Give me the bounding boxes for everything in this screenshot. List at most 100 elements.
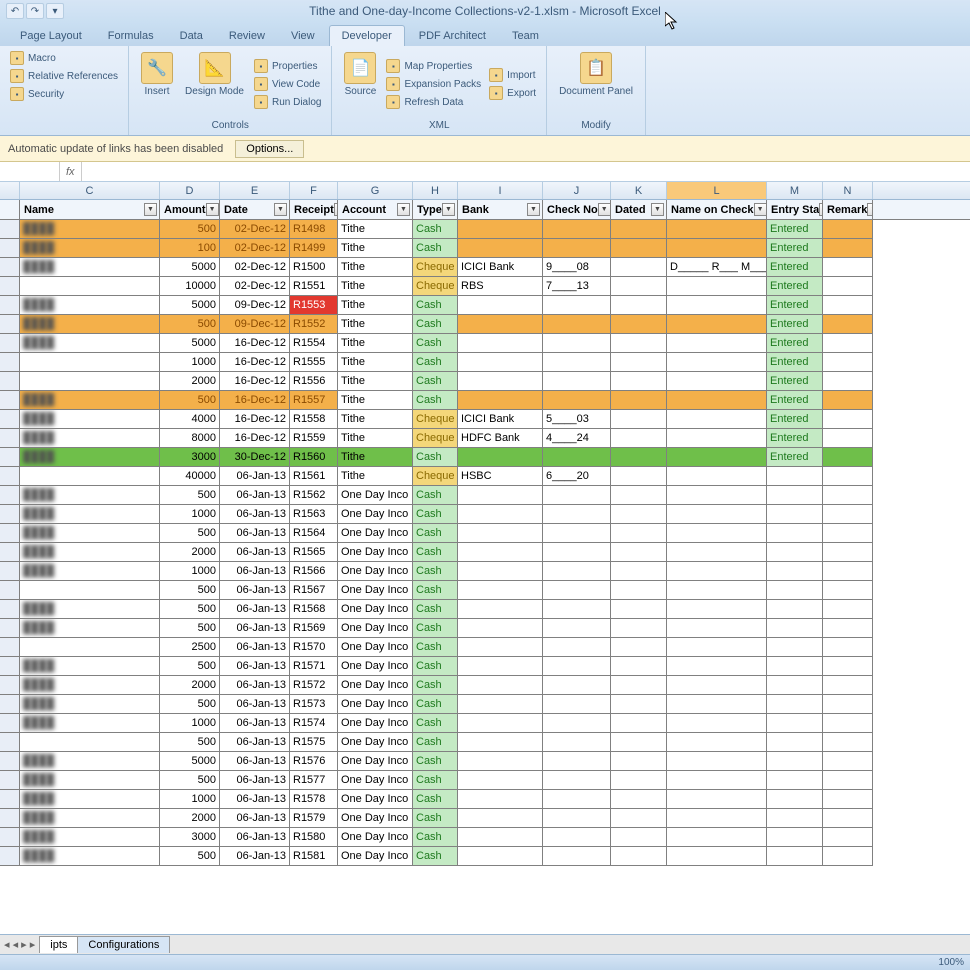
cell-remark[interactable] — [823, 581, 873, 600]
filter-date[interactable]: Date▼ — [220, 200, 290, 219]
cell-account[interactable]: One Day Inco — [338, 752, 413, 771]
cell-checkno[interactable] — [543, 581, 611, 600]
qat-btn[interactable]: ↶ — [6, 3, 24, 19]
cell-dated[interactable] — [611, 562, 667, 581]
cell-type[interactable]: Cash — [413, 714, 458, 733]
cell-amount[interactable]: 2000 — [160, 543, 220, 562]
row-header[interactable] — [0, 600, 20, 619]
cell-date[interactable]: 06-Jan-13 — [220, 676, 290, 695]
cell-nameoncheck[interactable] — [667, 315, 767, 334]
cell-type[interactable]: Cash — [413, 638, 458, 657]
cell-remark[interactable] — [823, 239, 873, 258]
cell-amount[interactable]: 3000 — [160, 828, 220, 847]
cell-bank[interactable] — [458, 581, 543, 600]
ribbon-btn-import[interactable]: ▪Import — [487, 67, 538, 83]
cell-amount[interactable]: 500 — [160, 619, 220, 638]
cell-amount[interactable]: 8000 — [160, 429, 220, 448]
cell-dated[interactable] — [611, 733, 667, 752]
cell-nameoncheck[interactable] — [667, 429, 767, 448]
cell-nameoncheck[interactable] — [667, 543, 767, 562]
cell-name[interactable] — [20, 372, 160, 391]
cell-bank[interactable]: ICICI Bank — [458, 410, 543, 429]
cell-account[interactable]: One Day Inco — [338, 733, 413, 752]
cell-checkno[interactable] — [543, 790, 611, 809]
cell-remark[interactable] — [823, 828, 873, 847]
cell-account[interactable]: One Day Inco — [338, 809, 413, 828]
cell-amount[interactable]: 2000 — [160, 676, 220, 695]
cell-checkno[interactable] — [543, 334, 611, 353]
cell-type[interactable]: Cash — [413, 790, 458, 809]
cell-date[interactable]: 06-Jan-13 — [220, 771, 290, 790]
ribbon-btn-document-panel[interactable]: 📋Document Panel — [555, 50, 637, 118]
sheet-tab-active[interactable]: ipts — [39, 936, 78, 953]
cell-checkno[interactable] — [543, 809, 611, 828]
filter-dropdown-icon[interactable]: ▼ — [867, 203, 873, 216]
cell-receipt[interactable]: R1565 — [290, 543, 338, 562]
cell-date[interactable]: 02-Dec-12 — [220, 258, 290, 277]
cell-nameoncheck[interactable] — [667, 714, 767, 733]
cell-account[interactable]: Tithe — [338, 239, 413, 258]
cell-account[interactable]: Tithe — [338, 448, 413, 467]
cell-dated[interactable] — [611, 676, 667, 695]
fx-icon[interactable]: fx — [60, 162, 82, 181]
row-header[interactable] — [0, 809, 20, 828]
row-header[interactable] — [0, 334, 20, 353]
cell-account[interactable]: One Day Inco — [338, 657, 413, 676]
cell-name[interactable]: ████ — [20, 220, 160, 239]
cell-type[interactable]: Cash — [413, 486, 458, 505]
cell-nameoncheck[interactable] — [667, 828, 767, 847]
cell-remark[interactable] — [823, 467, 873, 486]
cell-nameoncheck[interactable] — [667, 486, 767, 505]
cell-date[interactable]: 06-Jan-13 — [220, 600, 290, 619]
cell-remark[interactable] — [823, 543, 873, 562]
ribbon-btn-export[interactable]: ▪Export — [487, 85, 538, 101]
cell-account[interactable]: Tithe — [338, 391, 413, 410]
row-header[interactable] — [0, 828, 20, 847]
cell-checkno[interactable] — [543, 638, 611, 657]
cell-amount[interactable]: 500 — [160, 847, 220, 866]
cell-date[interactable]: 16-Dec-12 — [220, 353, 290, 372]
row-header[interactable] — [0, 638, 20, 657]
cell-bank[interactable] — [458, 714, 543, 733]
cell-remark[interactable] — [823, 486, 873, 505]
cell-remark[interactable] — [823, 334, 873, 353]
cell-nameoncheck[interactable] — [667, 239, 767, 258]
cell-remark[interactable] — [823, 695, 873, 714]
cell-date[interactable]: 06-Jan-13 — [220, 695, 290, 714]
cell-date[interactable]: 06-Jan-13 — [220, 467, 290, 486]
cell-nameoncheck[interactable] — [667, 410, 767, 429]
cell-receipt[interactable]: R1551 — [290, 277, 338, 296]
cell-amount[interactable]: 5000 — [160, 752, 220, 771]
cell-date[interactable]: 06-Jan-13 — [220, 562, 290, 581]
cell-bank[interactable] — [458, 543, 543, 562]
cell-type[interactable]: Cash — [413, 353, 458, 372]
cell-type[interactable]: Cash — [413, 771, 458, 790]
cell-entry[interactable]: Entered — [767, 220, 823, 239]
filter-dropdown-icon[interactable]: ▼ — [754, 203, 767, 216]
cell-nameoncheck[interactable] — [667, 657, 767, 676]
cell-bank[interactable] — [458, 809, 543, 828]
col-header-J[interactable]: J — [543, 182, 611, 199]
cell-bank[interactable] — [458, 828, 543, 847]
ribbon-btn-properties[interactable]: ▪Properties — [252, 58, 323, 74]
row-header[interactable] — [0, 562, 20, 581]
cell-date[interactable]: 16-Dec-12 — [220, 410, 290, 429]
cell-amount[interactable]: 5000 — [160, 334, 220, 353]
cell-date[interactable]: 06-Jan-13 — [220, 638, 290, 657]
filter-bank[interactable]: Bank▼ — [458, 200, 543, 219]
cell-nameoncheck[interactable] — [667, 505, 767, 524]
cell-receipt[interactable]: R1567 — [290, 581, 338, 600]
row-header[interactable] — [0, 372, 20, 391]
cell-nameoncheck[interactable] — [667, 676, 767, 695]
cell-checkno[interactable] — [543, 771, 611, 790]
cell-amount[interactable]: 1000 — [160, 505, 220, 524]
cell-account[interactable]: One Day Inco — [338, 619, 413, 638]
cell-bank[interactable] — [458, 657, 543, 676]
filter-dropdown-icon[interactable]: ▼ — [442, 203, 455, 216]
cell-nameoncheck[interactable]: D_____ R___ M___ — [667, 258, 767, 277]
col-header-corner[interactable] — [0, 182, 20, 199]
cell-remark[interactable] — [823, 752, 873, 771]
cell-dated[interactable] — [611, 543, 667, 562]
ribbon-btn-view-code[interactable]: ▪View Code — [252, 76, 323, 92]
cell-date[interactable]: 09-Dec-12 — [220, 315, 290, 334]
